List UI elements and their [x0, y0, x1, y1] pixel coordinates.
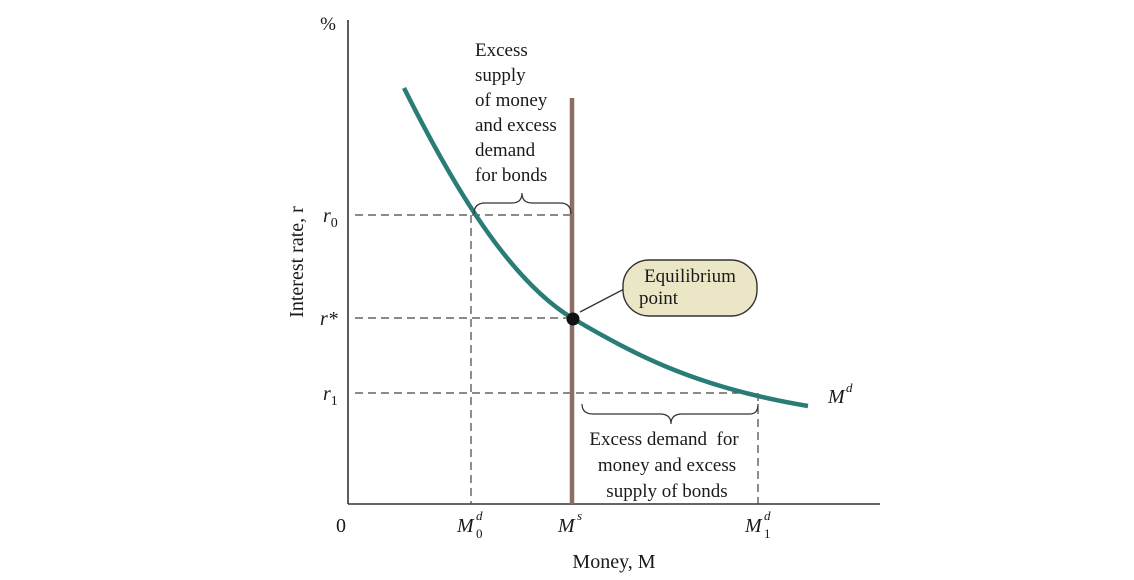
excess-supply-brace	[473, 192, 572, 215]
origin-label: 0	[336, 515, 346, 537]
x-axis-title: Money, M	[572, 551, 655, 573]
md1-label: M	[744, 515, 763, 537]
curve-label-sup: d	[846, 380, 853, 395]
excess-supply-line-5: demand	[475, 140, 536, 161]
md0-sup: d	[476, 508, 483, 523]
ms-label: M	[557, 515, 576, 537]
y-axis-title: Interest rate, r	[286, 206, 308, 318]
equilibrium-label-line1: Equilibrium	[644, 266, 736, 287]
excess-supply-line-3: of money	[475, 90, 548, 111]
y-axis-unit: %	[320, 14, 336, 35]
equilibrium-label-line2: point	[639, 288, 679, 309]
excess-demand-line-3: supply of bonds	[606, 481, 727, 502]
md1-sup: d	[764, 508, 771, 523]
equilibrium-point	[566, 312, 580, 326]
md0-sub: 0	[476, 526, 483, 541]
md0-label: M	[456, 515, 475, 537]
excess-demand-line-1: Excess demand for	[589, 429, 739, 450]
curve-label: M	[827, 386, 846, 408]
ms-sup: s	[577, 508, 582, 523]
md1-sub: 1	[764, 526, 771, 541]
excess-supply-line-2: supply	[475, 65, 526, 86]
excess-demand-line-2: money and excess	[598, 455, 736, 476]
callout-pointer	[579, 286, 629, 313]
excess-supply-line-6: for bonds	[475, 165, 547, 186]
excess-supply-line-4: and excess	[475, 115, 557, 136]
excess-demand-brace	[581, 403, 759, 425]
rstar-label: r*	[320, 308, 338, 330]
equilibrium-callout	[622, 259, 758, 317]
r0-label: r0	[323, 205, 338, 231]
r1-label: r1	[323, 383, 338, 409]
money-demand-curve	[401, 86, 809, 409]
excess-supply-line-1: Excess	[475, 40, 528, 61]
